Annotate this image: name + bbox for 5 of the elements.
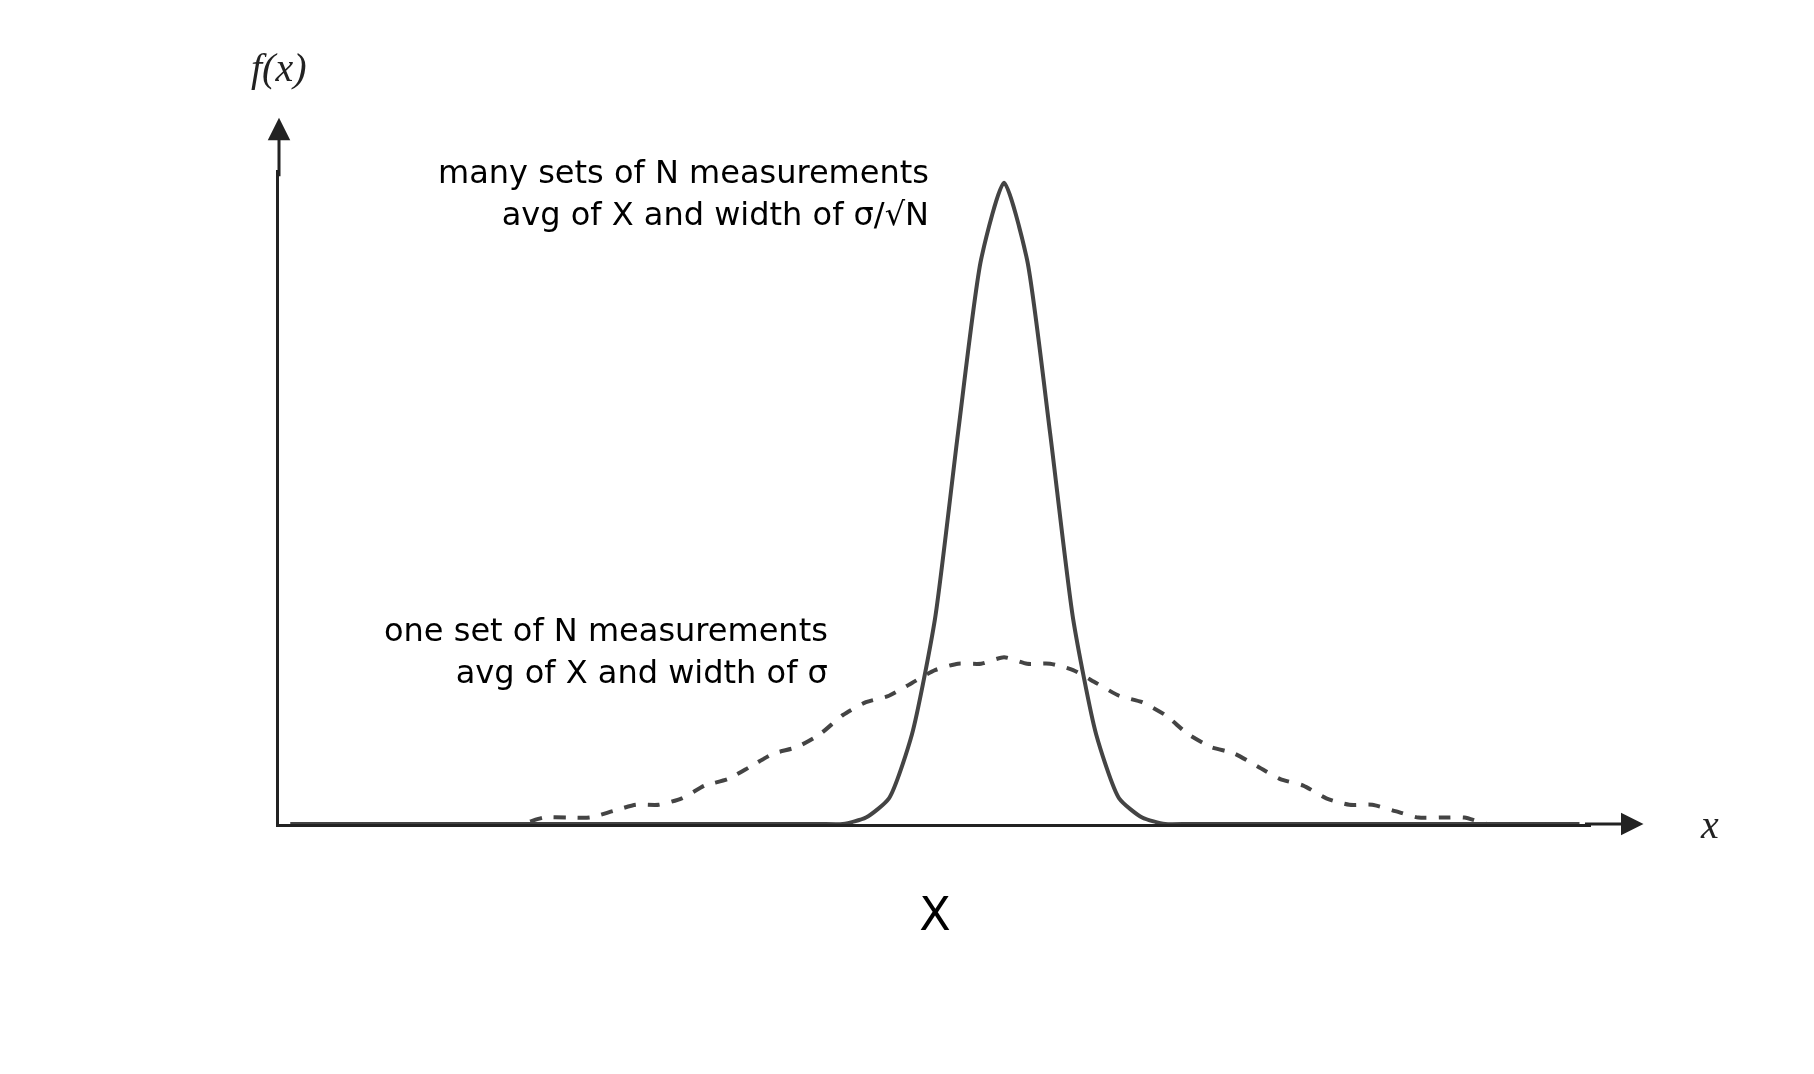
x-axis-title: X (919, 887, 951, 942)
annotation: one set of N measurements avg of X and width of σ (384, 611, 828, 691)
text: x (1700, 802, 1719, 847)
y-axis-title: f(x) (251, 45, 307, 90)
annotation: many sets of N measurements avg of X and width of σ/√N (438, 153, 929, 233)
